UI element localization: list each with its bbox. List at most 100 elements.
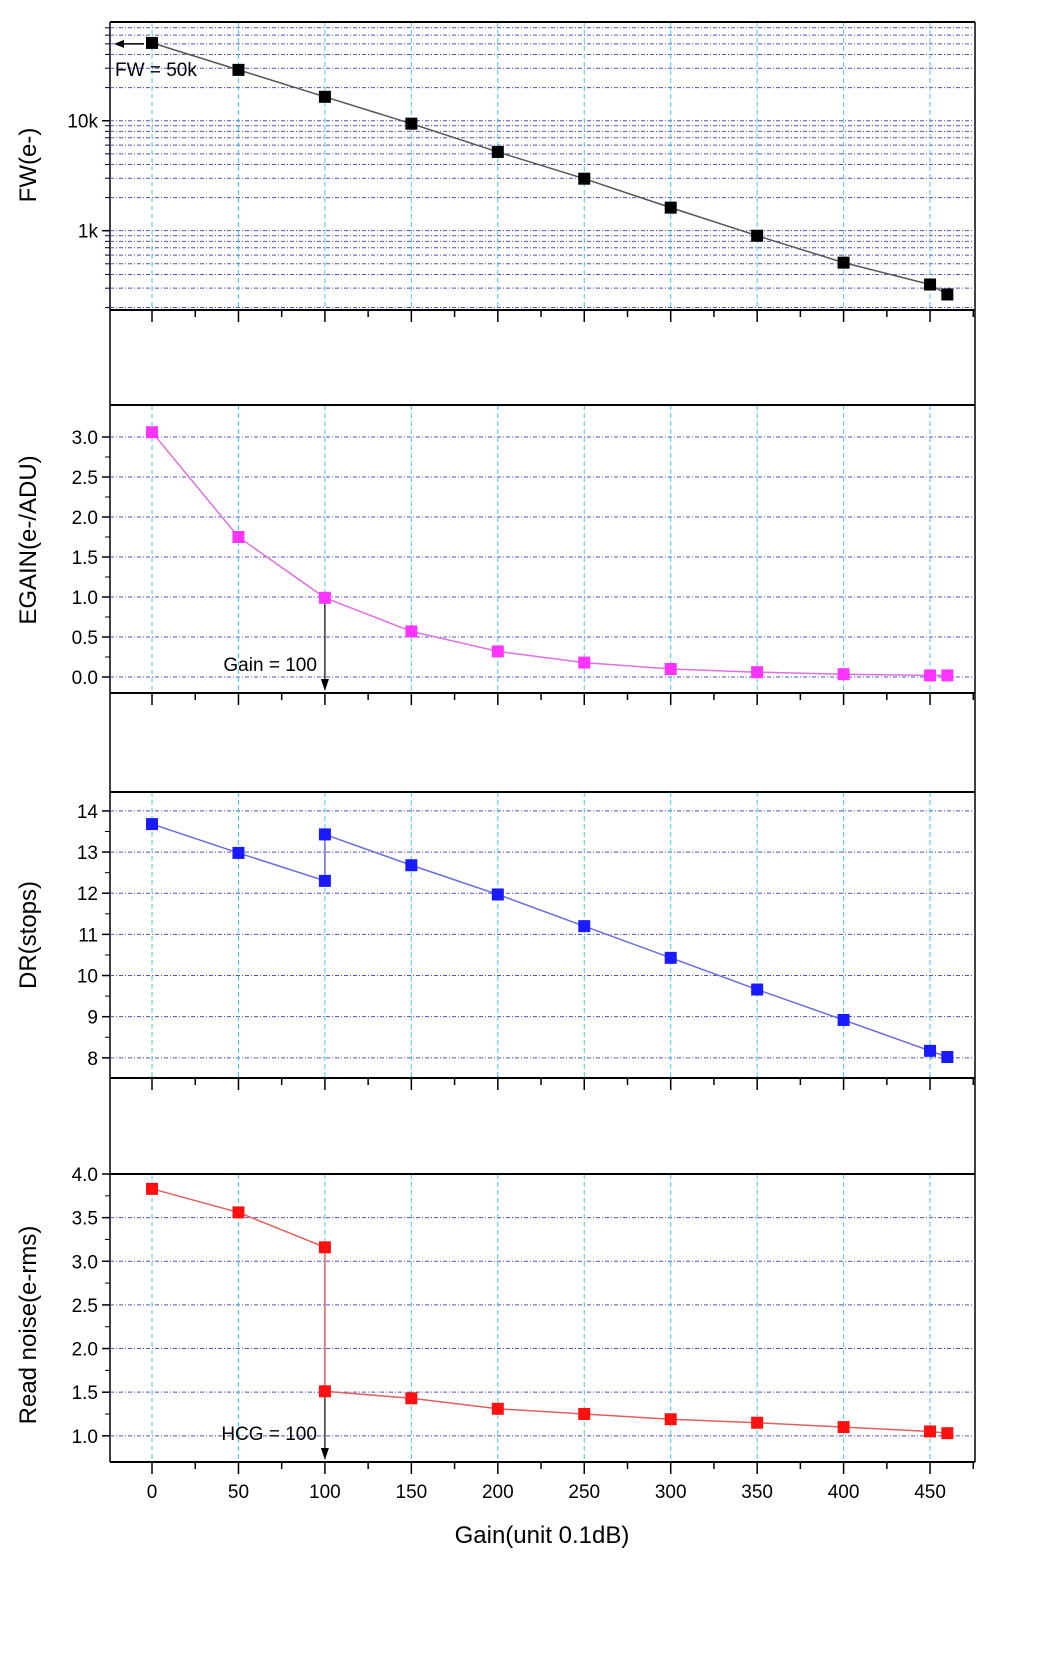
series-line bbox=[151, 42, 948, 296]
y-tick-label: 4.0 bbox=[72, 1165, 98, 1186]
data-point bbox=[751, 983, 764, 996]
annotation-label: Gain = 100 bbox=[223, 655, 317, 676]
data-point bbox=[405, 1392, 418, 1405]
y-tick-label: 1k bbox=[78, 222, 99, 243]
series-line bbox=[151, 431, 948, 677]
y-tick-label: 12 bbox=[77, 884, 98, 905]
data-point bbox=[751, 229, 764, 242]
y-tick-label: 11 bbox=[78, 925, 98, 946]
y-tick-label: 3.5 bbox=[72, 1209, 98, 1230]
series-line bbox=[151, 1188, 948, 1434]
data-point bbox=[318, 828, 331, 841]
panel-0: 1k 10k FW(e-) FW = 50k bbox=[15, 21, 975, 322]
panel-3: 1.0 1.5 2.0 2.5 3.0 3.5 4.0 Read noise(e-rms) HC… bbox=[15, 1165, 975, 1474]
data-point bbox=[837, 1013, 850, 1026]
data-point bbox=[491, 1402, 504, 1415]
data-point bbox=[578, 920, 591, 933]
x-tick-label: 200 bbox=[482, 1482, 514, 1503]
y-axis-title: DR(stops) bbox=[15, 881, 42, 989]
data-point bbox=[405, 625, 418, 638]
data-point bbox=[941, 669, 954, 682]
x-tick-label: 150 bbox=[396, 1482, 428, 1503]
y-tick-label: 2.5 bbox=[72, 1296, 98, 1317]
data-point bbox=[578, 172, 591, 185]
data-point bbox=[837, 256, 850, 269]
data-point bbox=[146, 36, 159, 49]
y-tick-label: 2.5 bbox=[72, 468, 98, 489]
y-tick-label: 0.5 bbox=[72, 628, 98, 649]
data-point bbox=[232, 1206, 245, 1219]
y-tick-label: 3.0 bbox=[72, 1252, 98, 1273]
x-axis-title: Gain(unit 0.1dB) bbox=[455, 1522, 630, 1549]
x-tick-label: 350 bbox=[741, 1482, 773, 1503]
arrow-head-icon bbox=[320, 679, 329, 691]
x-tick-label: 400 bbox=[828, 1482, 860, 1503]
annotation-label: HCG = 100 bbox=[221, 1424, 317, 1445]
data-point bbox=[578, 1408, 591, 1420]
data-point bbox=[751, 666, 764, 679]
data-point bbox=[232, 846, 245, 859]
data-point bbox=[405, 117, 418, 130]
data-point bbox=[405, 859, 418, 872]
y-tick-label: 1.0 bbox=[72, 588, 98, 609]
data-point bbox=[837, 1421, 850, 1434]
y-tick-label: 0.0 bbox=[72, 668, 98, 689]
data-point bbox=[941, 1051, 954, 1064]
data-point bbox=[146, 426, 159, 439]
data-point bbox=[491, 145, 504, 158]
y-tick-label: 8 bbox=[87, 1049, 98, 1070]
x-tick-label: 300 bbox=[655, 1482, 687, 1503]
arrow-head-icon bbox=[114, 39, 124, 48]
y-axis-title: FW(e-) bbox=[15, 128, 42, 203]
data-point bbox=[924, 1425, 937, 1438]
annotation-label: FW = 50k bbox=[115, 60, 197, 81]
x-tick-label: 50 bbox=[228, 1482, 249, 1503]
data-point bbox=[578, 656, 591, 669]
y-tick-label: 10 bbox=[77, 967, 98, 988]
data-point bbox=[664, 201, 677, 214]
x-tick-label: 450 bbox=[914, 1482, 946, 1503]
y-tick-label: 3.0 bbox=[72, 428, 98, 449]
data-point bbox=[146, 1182, 159, 1195]
data-point bbox=[941, 1427, 954, 1440]
data-point bbox=[232, 63, 245, 76]
data-point bbox=[924, 278, 937, 291]
data-point bbox=[664, 1413, 677, 1426]
panel-1: 0.0 0.5 1.0 1.5 2.0 2.5 3.0 EGAIN(e-/ADU) Gain =… bbox=[15, 404, 975, 705]
data-point bbox=[664, 951, 677, 964]
y-tick-label: 13 bbox=[77, 843, 98, 864]
data-point bbox=[924, 669, 937, 682]
x-tick-label: 0 bbox=[147, 1482, 158, 1503]
data-point bbox=[318, 874, 331, 887]
data-point bbox=[146, 818, 159, 831]
y-tick-label: 14 bbox=[77, 802, 99, 823]
y-axis-title: EGAIN(e-/ADU) bbox=[15, 455, 42, 624]
data-point bbox=[941, 288, 954, 301]
data-point bbox=[318, 591, 331, 604]
panel-2: 8 9 10 11 12 13 14 DR(stops) bbox=[15, 791, 975, 1090]
arrow-head-icon bbox=[320, 1448, 329, 1460]
data-point bbox=[318, 1385, 331, 1398]
data-point bbox=[664, 663, 677, 675]
data-point bbox=[491, 645, 504, 658]
y-tick-label: 1.0 bbox=[72, 1427, 98, 1448]
y-axis-title: Read noise(e-rms) bbox=[15, 1226, 42, 1425]
data-point bbox=[491, 888, 504, 901]
data-point bbox=[318, 1241, 331, 1254]
data-point bbox=[751, 1416, 764, 1429]
y-tick-label: 2.0 bbox=[72, 1340, 98, 1361]
y-tick-label: 2.0 bbox=[72, 508, 98, 529]
x-tick-label: 250 bbox=[568, 1482, 600, 1503]
y-tick-label: 9 bbox=[87, 1008, 98, 1029]
y-tick-label: 1.5 bbox=[72, 548, 98, 569]
y-tick-label: 1.5 bbox=[72, 1383, 98, 1404]
data-point bbox=[232, 531, 245, 543]
data-point bbox=[837, 668, 850, 681]
data-point bbox=[318, 90, 331, 103]
x-tick-label: 100 bbox=[309, 1482, 341, 1503]
data-point bbox=[924, 1044, 937, 1057]
y-tick-label: 10k bbox=[67, 112, 98, 133]
series-line bbox=[151, 823, 948, 1058]
